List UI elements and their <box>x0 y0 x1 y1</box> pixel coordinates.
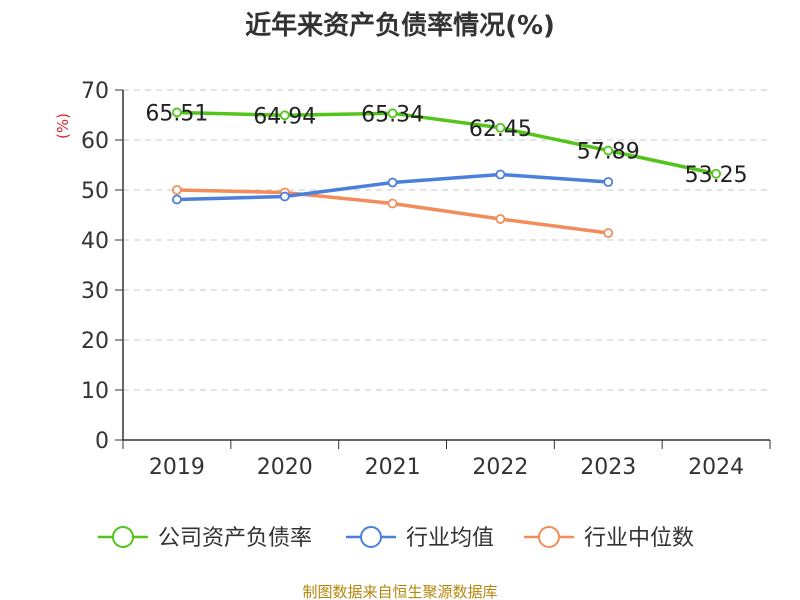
data-point[interactable] <box>387 198 398 209</box>
data-point[interactable] <box>279 110 290 121</box>
data-point[interactable] <box>711 168 721 179</box>
legend-swatch-marker <box>538 526 560 548</box>
legend-label: 行业均值 <box>406 526 494 551</box>
data-point[interactable] <box>495 169 506 180</box>
data-point[interactable] <box>172 107 182 118</box>
data-point[interactable] <box>603 145 614 156</box>
data-point[interactable] <box>603 177 614 187</box>
chart-title: 近年来资产负债率情况(%) <box>245 10 555 41</box>
data-label: 64.94 <box>253 104 316 129</box>
data-labels: 65.51 64.94 65.34 62.45 57.89 53.25 <box>145 101 747 187</box>
data-point[interactable] <box>387 108 398 119</box>
data-point[interactable] <box>495 214 506 224</box>
y-tick-label: 60 <box>81 129 109 154</box>
series-lines <box>172 107 721 238</box>
y-tick-label: 10 <box>81 379 109 404</box>
y-tick-label: 70 <box>81 79 109 104</box>
source-note: 制图数据来自恒生聚源数据库 <box>302 583 497 600</box>
x-tick-label: 2019 <box>149 455 205 480</box>
data-label: 65.51 <box>145 101 208 126</box>
data-point[interactable] <box>279 191 290 202</box>
legend-label: 公司资产负债率 <box>158 526 312 551</box>
series-line <box>175 110 718 176</box>
y-tick-label: 0 <box>95 429 109 454</box>
legend-item[interactable]: 行业中位数 <box>524 526 694 551</box>
data-point[interactable] <box>172 194 182 205</box>
data-point[interactable] <box>387 177 398 188</box>
legend-swatch-marker <box>360 526 382 548</box>
y-tick-label: 20 <box>81 329 109 354</box>
data-point[interactable] <box>495 122 506 133</box>
legend-swatch-marker <box>112 526 134 548</box>
x-tick-label: 2020 <box>257 455 313 480</box>
y-tick-label: 30 <box>81 279 109 304</box>
y-axis-label: (%) <box>54 113 72 139</box>
data-point[interactable] <box>172 185 182 195</box>
x-tick-label: 2022 <box>472 455 528 480</box>
x-tick-label: 2021 <box>365 455 421 480</box>
data-label: 57.89 <box>577 140 640 165</box>
x-tick-label: 2023 <box>580 455 636 480</box>
data-label: 53.25 <box>685 163 748 188</box>
x-tick-label: 2024 <box>688 455 744 480</box>
axes: 0 10 20 30 40 50 60 70 2019 2020 2021 2022 2023 2024 <box>81 79 771 480</box>
legend: 公司资产负债率 行业均值 行业中位数 <box>98 526 694 551</box>
legend-label: 行业中位数 <box>584 526 694 551</box>
gridlines <box>123 89 770 391</box>
data-label: 65.34 <box>361 102 424 127</box>
legend-item[interactable]: 行业均值 <box>346 526 494 551</box>
y-tick-label: 50 <box>81 179 109 204</box>
y-tick-label: 40 <box>81 229 109 254</box>
data-label: 62.45 <box>469 117 532 142</box>
legend-item[interactable]: 公司资产负债率 <box>98 526 312 551</box>
data-point[interactable] <box>603 228 614 238</box>
